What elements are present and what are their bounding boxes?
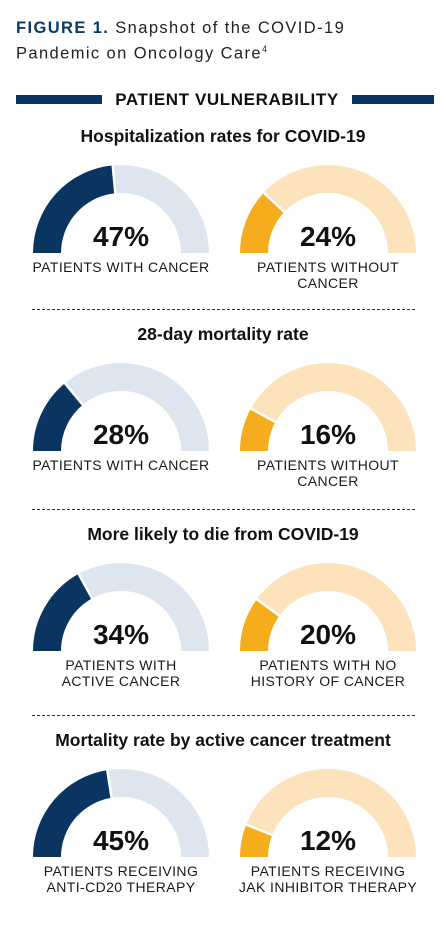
heading-band-right (352, 95, 434, 104)
gauge-label-line: ANTI-CD20 THERAPY (46, 879, 196, 895)
section-divider (32, 509, 415, 510)
heading-band-left (16, 95, 102, 104)
gauge (33, 768, 209, 858)
gauge-label: PATIENTS RECEIVING ANTI-CD20 THERAPY (21, 863, 221, 895)
gauge-label-line: PATIENTS RECEIVING (250, 863, 406, 879)
gauge-fill (33, 383, 84, 452)
gauge-label-line: PATIENTS RECEIVING (43, 863, 199, 879)
gauge-separator (249, 407, 277, 424)
gauge-separator (244, 823, 274, 837)
gauge-value: 16% (299, 419, 357, 450)
figure-reference: 4 (261, 44, 267, 54)
gauge-fill (240, 408, 276, 452)
gauge-label-line: PATIENTS WITHOUT (257, 457, 399, 473)
section-heading: PATIENT VULNERABILITY (115, 90, 339, 109)
gauge-label: PATIENTS WITHOUT CANCER (228, 259, 428, 291)
gauge-value: 47% (92, 221, 150, 252)
gauge (33, 164, 209, 254)
gauge-value: 45% (92, 825, 150, 856)
gauge (33, 563, 209, 652)
panel-title: 28-day mortality rate (137, 324, 309, 344)
gauge (33, 363, 209, 452)
figure-title: FIGURE 1. Snapshot of the COVID-19 Pande… (16, 18, 436, 65)
gauge-label: PATIENTS WITH CANCER (21, 457, 221, 473)
gauge (240, 563, 416, 652)
gauge-label-line: ACTIVE CANCER (61, 673, 181, 689)
gauge-value: 12% (299, 825, 357, 856)
gauge-separator (63, 381, 85, 407)
gauge-value: 20% (299, 619, 357, 650)
figure-title-line1: Snapshot of the COVID-19 (115, 19, 346, 37)
gauge (240, 165, 416, 254)
gauge-separator (111, 164, 117, 195)
gauge-value: 34% (92, 619, 150, 650)
gauge-label: PATIENTS WITH CANCER (21, 259, 221, 275)
panel-title: Hospitalization rates for COVID-19 (80, 126, 366, 146)
gauge-label-line: JAK INHIBITOR THERAPY (238, 879, 418, 895)
gauge-value: 24% (299, 221, 357, 252)
gauge-fill (240, 192, 285, 254)
gauge-label: PATIENTS WITHOUT CANCER (228, 457, 428, 489)
gauge-separator (77, 572, 94, 600)
gauge-fill (33, 770, 113, 858)
gauge-separator (255, 597, 282, 618)
gauge-label-line: PATIENTS WITH NO (259, 657, 397, 673)
gauge-label: PATIENTS WITH ACTIVE CANCER (21, 657, 221, 689)
gauge-fill (33, 165, 116, 254)
panel-title: Mortality rate by active cancer treatmen… (55, 730, 391, 750)
gauge-label: PATIENTS WITH NO HISTORY OF CANCER (228, 657, 428, 689)
gauge-value: 28% (92, 419, 150, 450)
gauge-label: PATIENTS RECEIVING JAK INHIBITOR THERAPY (228, 863, 428, 895)
gauge-fill (240, 599, 280, 652)
panel-title: More likely to die from COVID-19 (87, 524, 359, 544)
section-divider (32, 309, 415, 310)
gauge (240, 769, 416, 858)
gauge-separator (262, 191, 286, 214)
section-divider (32, 715, 415, 716)
gauge-label-line: PATIENTS WITH CANCER (32, 457, 210, 473)
gauge-label-line: PATIENTS WITH (65, 657, 177, 673)
gauge-label-line: CANCER (297, 275, 359, 291)
figure-label: FIGURE 1. (16, 19, 110, 37)
gauge-label-line: PATIENTS WITHOUT (257, 259, 399, 275)
gauge (240, 363, 416, 452)
figure-title-line2: Pandemic on Oncology Care (16, 44, 262, 63)
gauge-separator (105, 768, 114, 799)
gauge-track (240, 769, 416, 858)
gauge-label-line: HISTORY OF CANCER (250, 673, 406, 689)
gauge-fill (33, 573, 93, 652)
gauge-label-line: PATIENTS WITH CANCER (32, 259, 210, 275)
gauge-label-line: CANCER (297, 473, 359, 489)
